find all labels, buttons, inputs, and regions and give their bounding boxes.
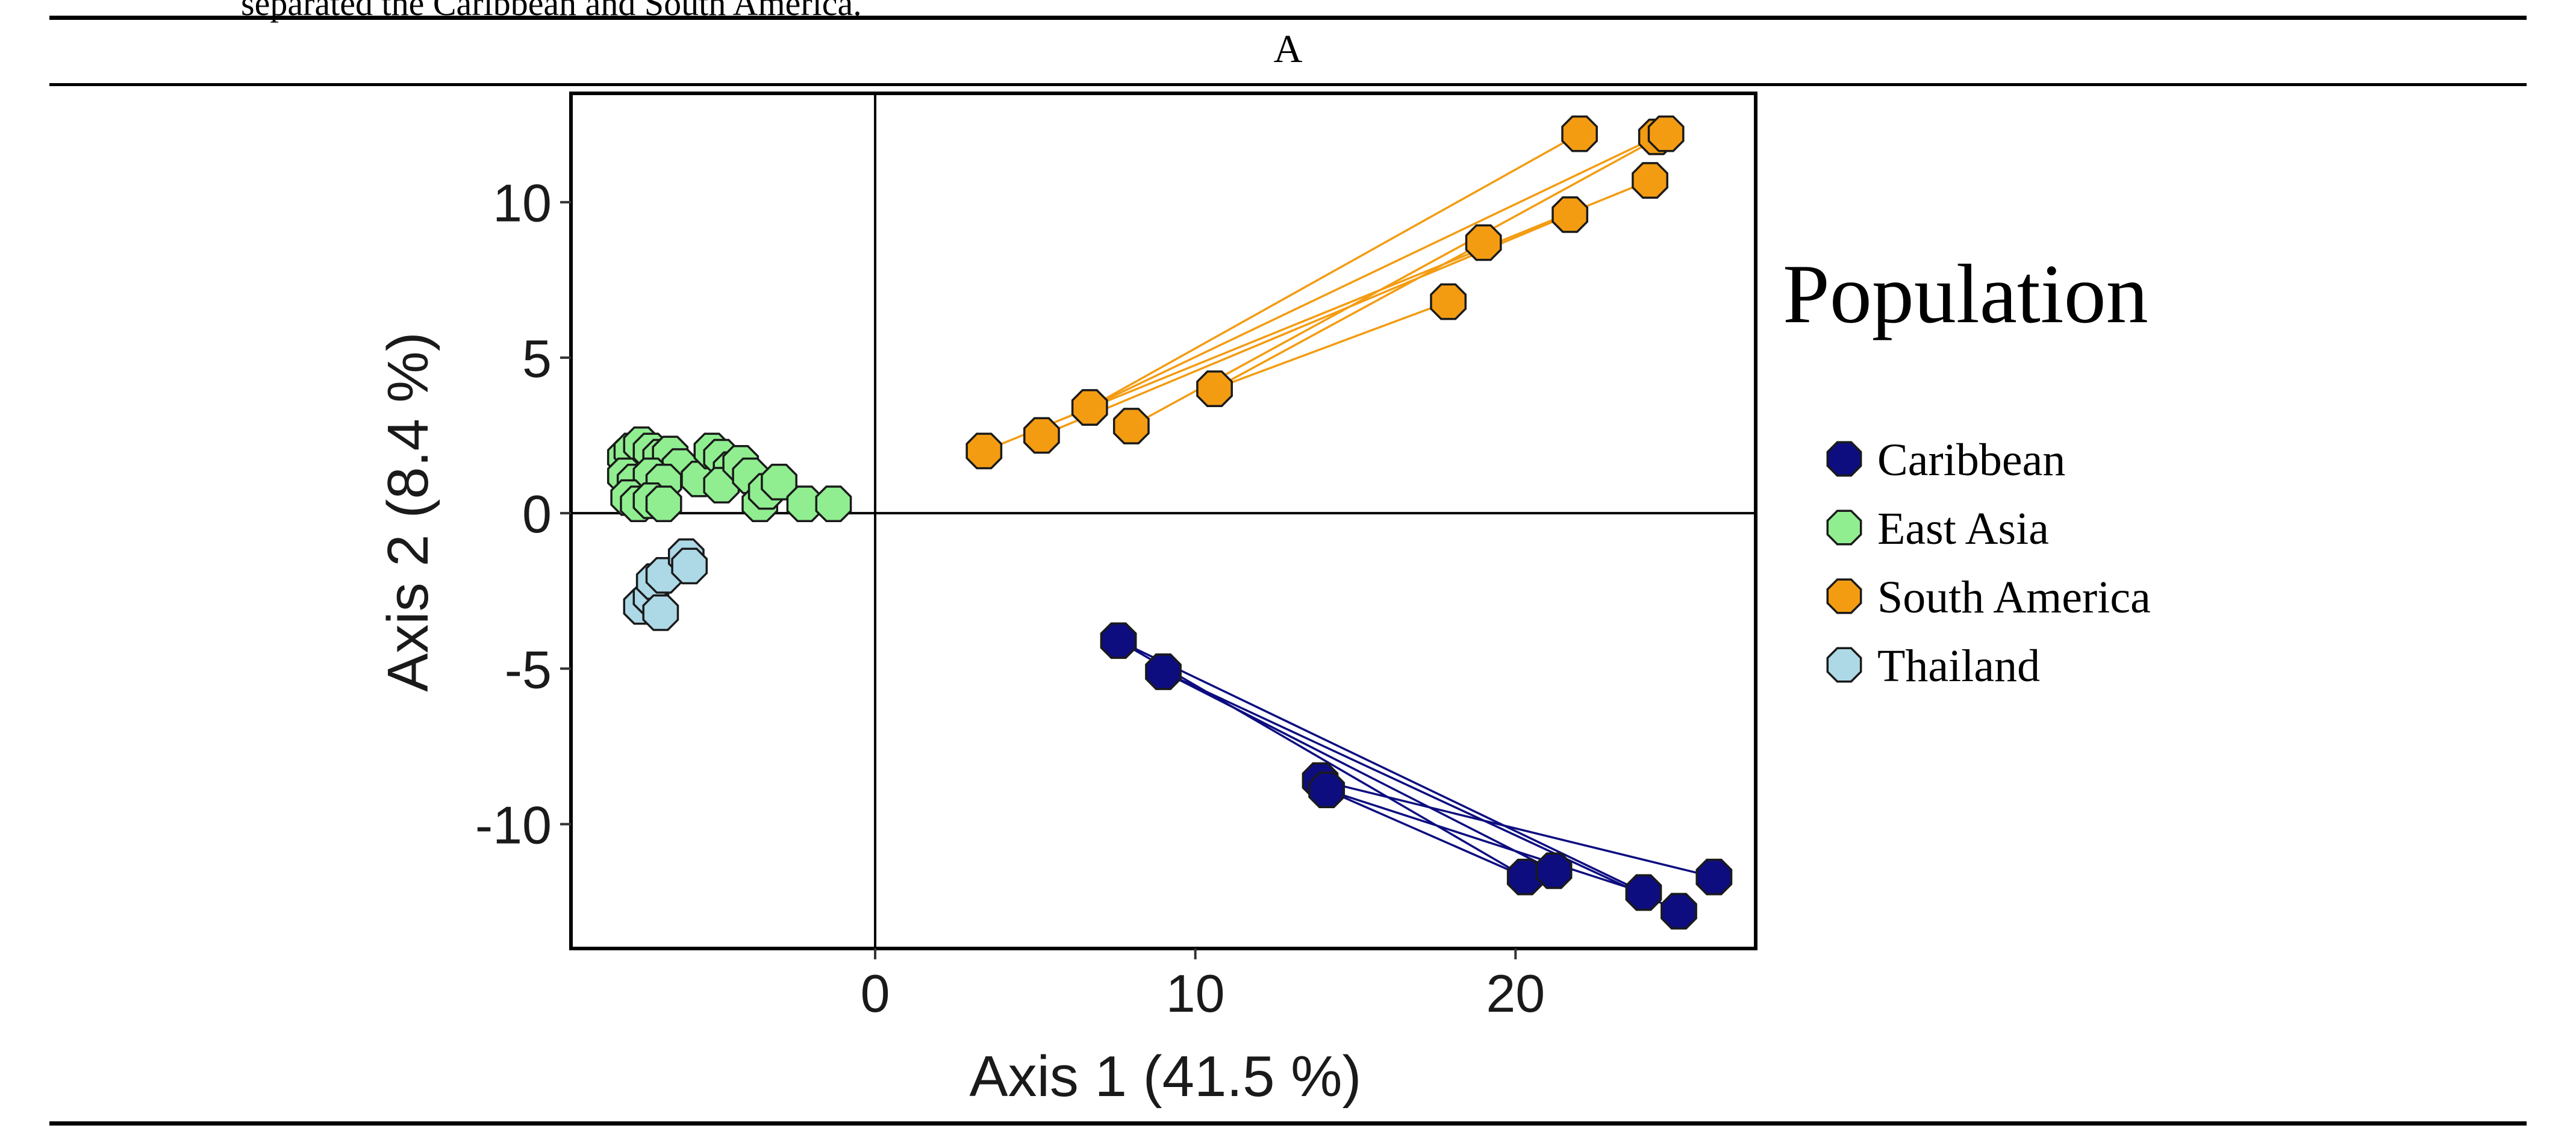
legend: Caribbean East Asia South America Thailand <box>1826 435 2151 691</box>
south-america-link <box>1089 132 1580 409</box>
top-rule <box>49 16 2527 20</box>
caribbean-link <box>1118 640 1526 878</box>
south-america-point <box>1552 196 1589 233</box>
caribbean-point <box>1308 771 1346 809</box>
caribbean-point <box>1625 874 1662 911</box>
caribbean-point <box>1535 852 1573 889</box>
series-links <box>984 132 1715 912</box>
y-axis-title: Axis 2 (8.4 %) <box>376 332 440 692</box>
panel-label: A <box>1273 27 1303 71</box>
south-america-link <box>1214 241 1484 390</box>
south-america-point <box>1112 408 1150 444</box>
caribbean-link <box>1326 789 1526 878</box>
south-america-point <box>1071 389 1108 426</box>
thailand-point <box>671 547 708 585</box>
south-america-point <box>1465 224 1502 261</box>
caribbean-link <box>1326 788 1644 894</box>
y-tick-label: -5 <box>505 640 552 699</box>
caribbean-link <box>1320 779 1715 878</box>
caribbean-point <box>1100 622 1137 659</box>
east-asia-point <box>761 464 797 500</box>
south-america-point <box>965 432 1003 470</box>
clipped-caption-text: separated the Caribbean and South Americ… <box>241 0 862 23</box>
south-america-point <box>1430 283 1467 320</box>
legend-key-south-america <box>1826 578 1862 614</box>
legend-key-thailand <box>1826 647 1862 683</box>
caribbean-link <box>1162 670 1555 872</box>
legend-key-east-asia <box>1826 509 1862 546</box>
south-america-point <box>1561 115 1598 152</box>
caribbean-point <box>1695 858 1733 896</box>
legend-key-caribbean <box>1826 441 1862 477</box>
y-tick-label: 0 <box>522 484 552 544</box>
south-america-link <box>1214 301 1449 390</box>
east-asia-point <box>645 485 682 522</box>
south-america-point <box>1023 417 1060 454</box>
east-asia-point <box>815 485 852 522</box>
caribbean-point <box>1661 892 1697 930</box>
thailand-point <box>642 594 679 631</box>
caribbean-link <box>1162 670 1680 912</box>
legend-label-thailand: Thailand <box>1877 641 2040 691</box>
y-tick-label: 10 <box>493 173 552 233</box>
caribbean-link <box>1118 640 1644 894</box>
header-rule <box>49 83 2527 86</box>
legend-label-caribbean: Caribbean <box>1877 435 2065 485</box>
legend-label-east-asia: East Asia <box>1877 503 2049 554</box>
south-america-point <box>1647 115 1685 152</box>
tick-labels: 0 10 20 -10 -5 0 5 10 <box>475 173 1545 1023</box>
x-axis-title: Axis 1 (41.5 %) <box>970 1044 1362 1109</box>
caribbean-point <box>1145 653 1182 690</box>
plot-frame <box>569 92 1757 950</box>
south-america-point <box>1632 162 1668 199</box>
legend-label-south-america: South America <box>1877 572 2151 623</box>
legend-title: Population <box>1783 248 2148 341</box>
y-tick-label: -10 <box>475 795 552 855</box>
x-tick-label: 20 <box>1486 964 1545 1023</box>
south-america-point <box>1196 370 1233 407</box>
y-tick-label: 5 <box>522 329 552 388</box>
bottom-rule <box>49 1121 2527 1126</box>
x-tick-label: 0 <box>861 964 890 1023</box>
south-america-link <box>1089 136 1657 409</box>
x-tick-label: 10 <box>1166 964 1225 1023</box>
data-points <box>607 115 1733 930</box>
